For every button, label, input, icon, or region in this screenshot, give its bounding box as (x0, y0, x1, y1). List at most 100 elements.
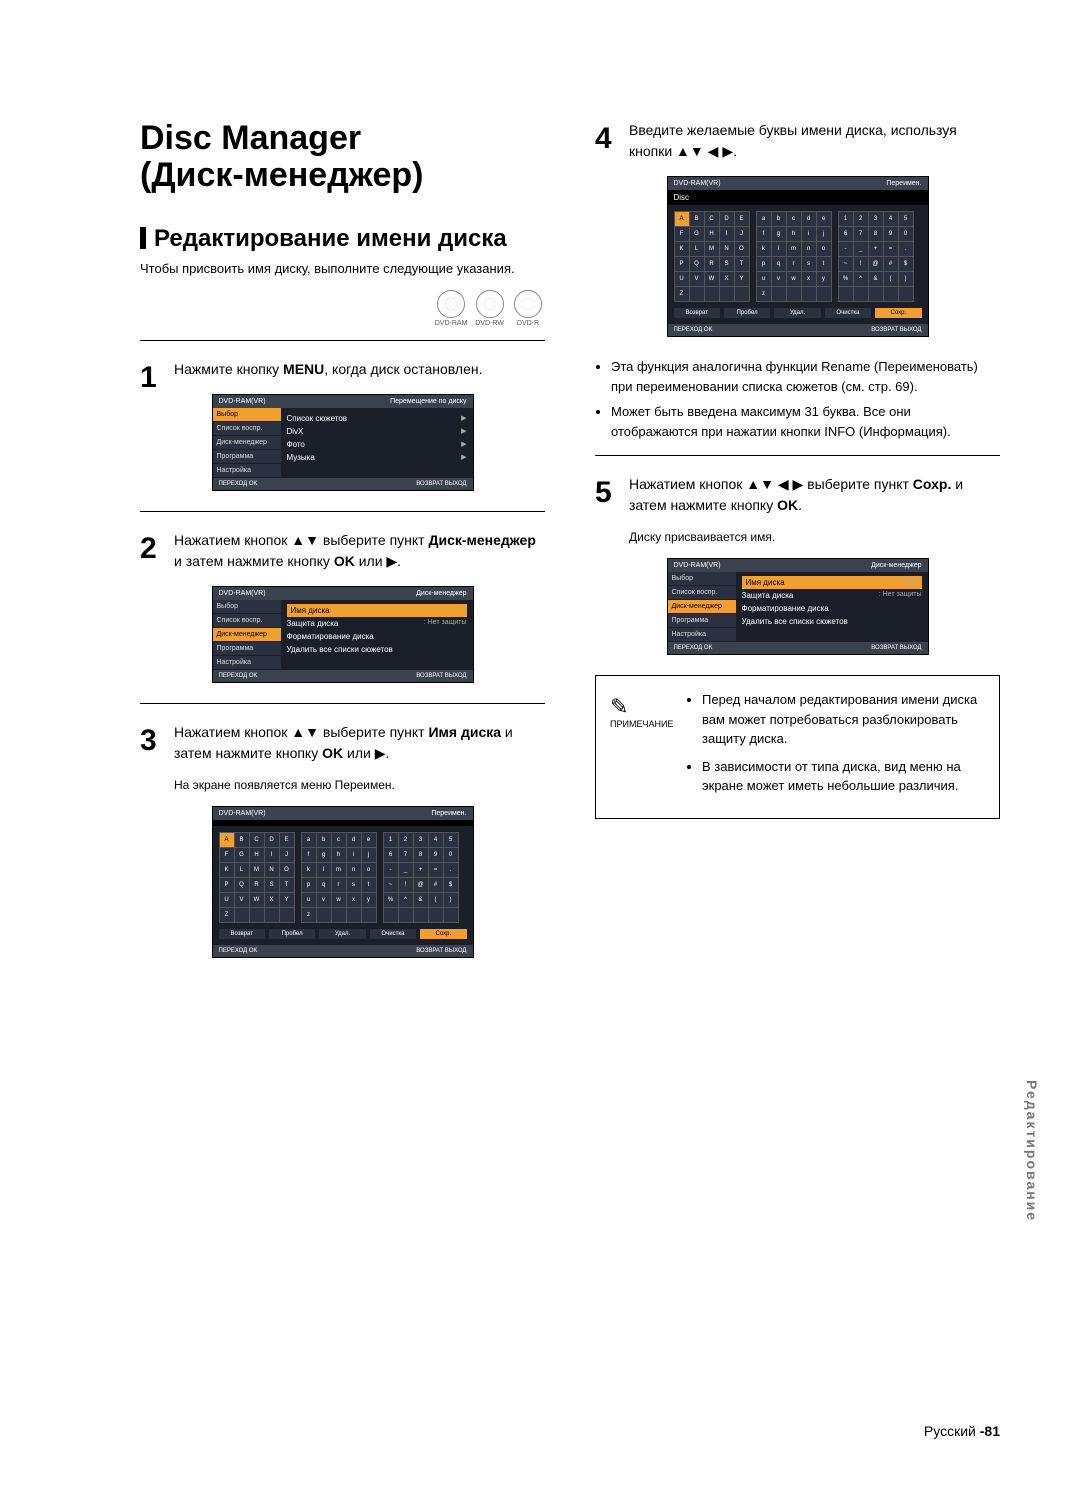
step-4-bullet-2: Может быть введена максимум 31 буква. Вс… (611, 402, 1000, 441)
left-column: Disc Manager (Диск-менеджер) Редактирова… (140, 120, 545, 978)
step-1-bold: MENU (283, 361, 324, 377)
step-1-number: 1 (140, 355, 157, 400)
divider (140, 340, 545, 341)
osd1-ftr-r: ВОЗВРАТ ВЫХОД (416, 481, 466, 487)
title-line-2: (Диск-менеджер) (140, 157, 545, 194)
step-1: 1 Нажмите кнопку MENU, когда диск остано… (140, 359, 545, 380)
step-5-number: 5 (595, 470, 612, 515)
osd5-sidebar: Выбор Список воспр. Диск-менеджер Програ… (668, 572, 736, 642)
osd5-ftr-l: ПЕРЕХОД OK (674, 645, 713, 651)
kbd3-lower: abcdefghijklmnopqrstuvwxyz (301, 832, 377, 923)
osd5-row1: Защита диска (742, 591, 794, 600)
kbd4-lower: abcdefghijklmnopqrstuvwxyz (756, 211, 832, 302)
osd5-side-4: Настройка (668, 628, 736, 642)
step-5: 5 Нажатием кнопок ▲▼ ◀ ▶ выберите пункт … (595, 474, 1000, 516)
side-tab-label: Редактирование (1024, 1080, 1040, 1222)
osd2-side-1: Список воспр. (213, 614, 281, 628)
osd1-ftr-l: ПЕРЕХОД OK (219, 481, 258, 487)
osd5-row2: Форматирование диска (742, 604, 829, 613)
kbd4-btn-space: Пробел (724, 308, 770, 318)
osd2-ftr-r: ВОЗВРАТ ВЫХОД (416, 673, 466, 679)
osd5-row3: Удалить все списки сюжетов (742, 617, 848, 626)
note-item-2: В зависимости от типа диска, вид меню на… (702, 757, 985, 796)
osd1-main: Список сюжетов▶ DivX▶ Фото▶ Музыка▶ (281, 408, 473, 478)
step-4-text: Введите желаемые буквы имени диска, испо… (629, 122, 957, 159)
kbd3-btn-back: Возврат (219, 929, 265, 939)
step-3: 3 Нажатием кнопок ▲▼ выберите пункт Имя … (140, 722, 545, 764)
step-4-bullets: Эта функция аналогична функции Rename (П… (595, 357, 1000, 441)
step-1-text-post: , когда диск остановлен. (324, 361, 482, 377)
kbd3-title: Переимен. (431, 810, 466, 817)
kbd3-buttons: Возврат Пробел Удал. Очистка Сохр. (213, 929, 473, 945)
step-3-text-pre: Нажатием кнопок ▲▼ выберите пункт (174, 724, 428, 740)
kbd4-upper: ABCDEFGHIJKLMNOPQRSTUVWXYZ (674, 211, 750, 302)
osd2-row3: Удалить все списки сюжетов (287, 645, 393, 654)
step-2-bold: Диск-менеджер (428, 532, 535, 548)
kbd3-btn-clear: Очистка (370, 929, 416, 939)
disc-icon-r: DVD-R (511, 290, 545, 327)
step-3-text-post2: или ▶. (343, 745, 389, 761)
osd5-main: Имя диска: Disc Защита диска: Нет защиты… (736, 572, 928, 642)
step-3-bold: Имя диска (428, 724, 501, 740)
step-2-text-pre: Нажатием кнопок ▲▼ выберите пункт (174, 532, 428, 548)
osd5-title: Диск-менеджер (871, 562, 921, 569)
step-2-text-post: и затем нажмите кнопку (174, 553, 334, 569)
osd-screen-5: DVD-RAM(VR)Диск-менеджер Выбор Список во… (667, 558, 929, 655)
step-2-bold2: OK (334, 553, 355, 569)
osd1-sidebar: Выбор Список воспр. Диск-менеджер Програ… (213, 408, 281, 478)
osd5-side-0: Выбор (668, 572, 736, 586)
osd5-side-2: Диск-менеджер (668, 600, 736, 614)
manual-page: Редактирование Disc Manager (Диск-менедж… (0, 0, 1080, 1489)
osd1-side-4: Настройка (213, 464, 281, 478)
osd-keyboard-4: DVD-RAM(VR) Переимен. Disc ABCDEFGHIJKLMN… (667, 176, 929, 337)
step-5-bold2: OK (777, 497, 798, 513)
disc-type-icons: DVD-RAM DVD-RW DVD-R (140, 290, 545, 330)
step-4-bullet-1: Эта функция аналогична функции Rename (П… (611, 357, 1000, 396)
step-5-bold: Сохр. (913, 476, 952, 492)
footer-page: -81 (980, 1423, 1000, 1439)
step-3-subnote: На экране появляется меню Переимен. (174, 778, 545, 792)
kbd3-btn-del: Удал. (319, 929, 365, 939)
step-1-text-pre: Нажмите кнопку (174, 361, 283, 377)
divider (140, 511, 545, 512)
osd1-row3: Музыка (287, 453, 315, 462)
step-2-number: 2 (140, 526, 157, 571)
osd2-row1: Защита диска (287, 619, 339, 628)
osd1-side-1: Список воспр. (213, 422, 281, 436)
osd1-side-0: Выбор (213, 408, 281, 422)
section-heading-text: Редактирование имени диска (154, 225, 507, 252)
osd1-device: DVD-RAM(VR) (219, 398, 266, 405)
kbd3-grid: ABCDEFGHIJKLMNOPQRSTUVWXYZ abcdefghijklm… (213, 826, 473, 929)
step-5-subnote: Диску присваивается имя. (629, 530, 1000, 544)
kbd4-device: DVD-RAM(VR) (674, 180, 721, 187)
osd1-row0: Список сюжетов (287, 414, 348, 423)
right-column: 4 Введите желаемые буквы имени диска, ис… (595, 120, 1000, 978)
kbd4-entry: Disc (668, 190, 928, 205)
footer-lang: Русский (924, 1423, 976, 1439)
osd-screen-2: DVD-RAM(VR)Диск-менеджер Выбор Список во… (212, 586, 474, 683)
osd1-row2: Фото (287, 440, 305, 449)
step-4-number: 4 (595, 116, 612, 161)
two-column-layout: Disc Manager (Диск-менеджер) Редактирова… (140, 120, 1000, 978)
kbd4-title: Переимен. (886, 180, 921, 187)
kbd3-btn-save: Сохр. (420, 929, 466, 939)
kbd4-ftr-l: ПЕРЕХОД OK (674, 327, 713, 333)
kbd3-upper: ABCDEFGHIJKLMNOPQRSTUVWXYZ (219, 832, 295, 923)
disc-icon-ram: DVD-RAM (434, 290, 468, 327)
kbd3-ftr-r: ВОЗВРАТ ВЫХОД (416, 948, 466, 954)
osd2-side-4: Настройка (213, 656, 281, 670)
page-footer: Русский -81 (924, 1423, 1000, 1439)
kbd4-btn-back: Возврат (674, 308, 720, 318)
divider (140, 703, 545, 704)
kbd4-grid: ABCDEFGHIJKLMNOPQRSTUVWXYZ abcdefghijklm… (668, 205, 928, 308)
osd2-main: Имя диска: Защита диска: Нет защиты Форм… (281, 600, 473, 670)
osd2-sidebar: Выбор Список воспр. Диск-менеджер Програ… (213, 600, 281, 670)
kbd3-ftr-l: ПЕРЕХОД OK (219, 948, 258, 954)
step-4: 4 Введите желаемые буквы имени диска, ис… (595, 120, 1000, 162)
kbd4-btn-clear: Очистка (825, 308, 871, 318)
osd5-ftr-r: ВОЗВРАТ ВЫХОД (871, 645, 921, 651)
osd2-row2: Форматирование диска (287, 632, 374, 641)
kbd3-sym: 1234567890-_+=.~!@#$%^&() (383, 832, 459, 923)
divider (595, 455, 1000, 456)
osd-screen-1: DVD-RAM(VR)Перемещение по диску Выбор Сп… (212, 394, 474, 491)
